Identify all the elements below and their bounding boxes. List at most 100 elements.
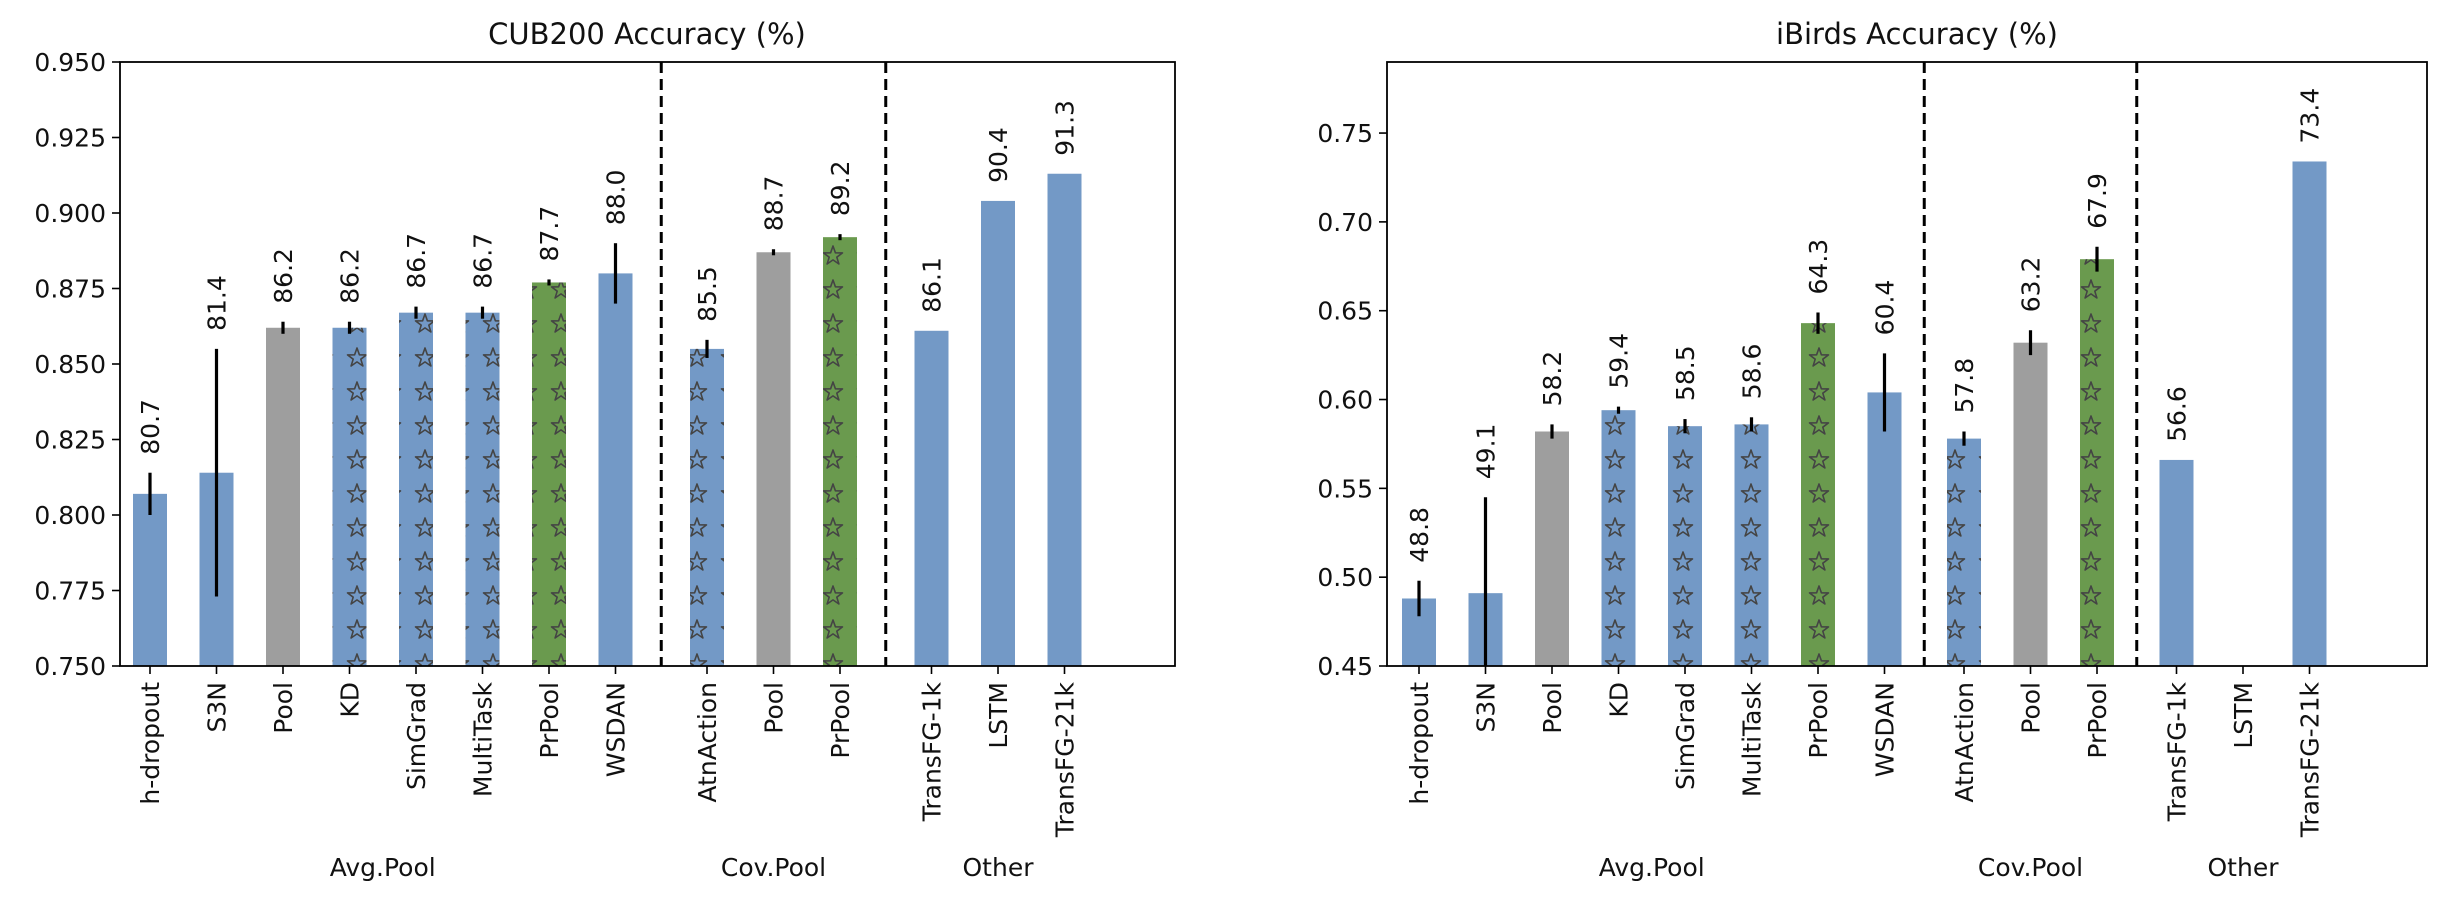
x-tick-label: h-dropout — [1405, 682, 1434, 805]
x-tick-label: WSDAN — [602, 682, 631, 777]
bar-value-label: 86.2 — [269, 248, 298, 304]
bar-pool — [756, 252, 791, 666]
y-tick-label: 0.65 — [1317, 297, 1373, 326]
bar-value-label: 86.1 — [918, 257, 947, 313]
x-tick-label: WSDAN — [1871, 682, 1900, 777]
y-tick-label: 0.775 — [34, 577, 106, 606]
y-tick-label: 0.750 — [34, 652, 106, 681]
bar-value-label: 88.7 — [760, 176, 789, 232]
x-tick-label: Pool — [269, 682, 298, 734]
group-label: Avg.Pool — [330, 853, 436, 882]
x-tick-label: S3N — [203, 682, 232, 732]
bar-value-label: 91.3 — [1051, 100, 1080, 156]
bar-star-hatch — [1601, 410, 1636, 666]
y-tick-label: 0.900 — [34, 199, 106, 228]
bar-pool — [2013, 342, 2048, 666]
y-tick-label: 0.45 — [1317, 652, 1373, 681]
bar-value-label: 80.7 — [136, 399, 165, 455]
bar-star-hatch — [465, 312, 500, 666]
bar-value-label: 58.6 — [1738, 344, 1767, 400]
bar-value-label: 67.9 — [2083, 173, 2112, 229]
y-tick-label: 0.55 — [1317, 474, 1373, 503]
bar-lstm — [981, 200, 1015, 667]
x-tick-label: Pool — [1538, 682, 1567, 734]
bar-value-label: 58.5 — [1671, 345, 1700, 401]
bar-value-label: 73.4 — [2296, 88, 2325, 144]
x-tick-label: h-dropout — [136, 682, 165, 805]
bar-value-label: 85.5 — [693, 266, 722, 322]
bar-value-label: 48.8 — [1405, 507, 1434, 563]
x-tick-label: LSTM — [984, 682, 1013, 749]
y-tick-label: 0.925 — [34, 124, 106, 153]
x-tick-label: TransFG-1k — [2163, 681, 2192, 822]
ibirds-chart-panel: iBirds Accuracy (%) 0.45 0.50 0.55 0.60 0.65 0… — [1317, 17, 2428, 882]
bar-transfg-1k — [914, 330, 949, 666]
chart-title: iBirds Accuracy (%) — [1776, 17, 2058, 51]
bar-star-hatch — [332, 327, 367, 666]
y-tick-label: 0.70 — [1317, 208, 1373, 237]
bar-value-label: 60.4 — [1871, 280, 1900, 336]
bar-star-hatch — [2080, 259, 2114, 666]
x-tick-label: AtnAction — [693, 682, 722, 803]
bar-value-label: 63.2 — [2017, 257, 2046, 313]
x-tick-label: TransFG-1k — [918, 681, 947, 822]
y-tick-label: 0.60 — [1317, 386, 1373, 415]
bar-value-label: 87.7 — [535, 206, 564, 262]
y-tick-label: 0.825 — [34, 426, 106, 455]
bar-value-label: 86.2 — [336, 248, 365, 304]
axes-frame — [119, 61, 1176, 667]
y-tick-label: 0.950 — [34, 48, 106, 77]
bar-star-hatch — [1947, 438, 1981, 666]
group-label: Cov.Pool — [721, 853, 826, 882]
x-tick-label: Pool — [2017, 682, 2046, 734]
group-label: Cov.Pool — [1978, 853, 2083, 882]
bar-value-label: 86.7 — [469, 233, 498, 289]
bar-star-hatch — [1668, 426, 1702, 666]
bar-value-label: 81.4 — [203, 275, 232, 331]
x-tick-label: MultiTask — [1738, 681, 1767, 797]
bar-star-hatch — [823, 237, 857, 666]
bar-value-label: 86.7 — [402, 233, 431, 289]
x-tick-label: PrPool — [2083, 682, 2112, 759]
y-tick-label: 0.850 — [34, 350, 106, 379]
bar-star-hatch — [1734, 424, 1769, 666]
bar-value-label: 58.2 — [1538, 351, 1567, 407]
x-tick-label: TransFG-21k — [1051, 681, 1080, 838]
bar-star-hatch — [1801, 323, 1835, 666]
group-label: Other — [2208, 853, 2280, 882]
bar-star-hatch — [399, 312, 433, 666]
bar-star-hatch — [532, 282, 566, 666]
bar-wsdan — [1867, 392, 1902, 666]
x-tick-label: SimGrad — [402, 682, 431, 790]
x-tick-label: AtnAction — [1950, 682, 1979, 803]
x-tick-label: S3N — [1472, 682, 1501, 732]
bar-value-label: 57.8 — [1950, 358, 1979, 414]
bar-pool — [1535, 431, 1569, 666]
group-label: Avg.Pool — [1599, 853, 1705, 882]
x-tick-label: SimGrad — [1671, 682, 1700, 790]
bar-transfg-1k — [2159, 459, 2194, 666]
y-tick-label: 0.75 — [1317, 119, 1373, 148]
x-tick-label: PrPool — [826, 682, 855, 759]
bar-value-label: 88.0 — [602, 170, 631, 226]
y-tick-label: 0.875 — [34, 275, 106, 304]
axes-frame — [1386, 61, 2428, 667]
bar-value-label: 49.1 — [1472, 424, 1501, 480]
bar-value-label: 89.2 — [826, 160, 855, 216]
x-tick-label: PrPool — [1804, 682, 1833, 759]
x-tick-label: TransFG-21k — [2296, 681, 2325, 838]
bar-pool — [266, 327, 300, 666]
x-tick-label: Pool — [760, 682, 789, 734]
x-tick-label: KD — [336, 682, 365, 718]
bar-transfg-21k — [1047, 173, 1082, 667]
group-label: Other — [963, 853, 1035, 882]
bar-value-label: 56.6 — [2163, 386, 2192, 442]
x-tick-label: MultiTask — [469, 681, 498, 797]
x-tick-label: KD — [1605, 682, 1634, 718]
chart-title: CUB200 Accuracy (%) — [488, 17, 806, 51]
y-tick-label: 0.50 — [1317, 563, 1373, 592]
cub200-chart-panel: CUB200 Accuracy (%) 0.750 0.775 0.800 0.825 0… — [34, 17, 1176, 882]
bar-value-label: 90.4 — [984, 127, 1013, 183]
x-tick-label: LSTM — [2229, 682, 2258, 749]
